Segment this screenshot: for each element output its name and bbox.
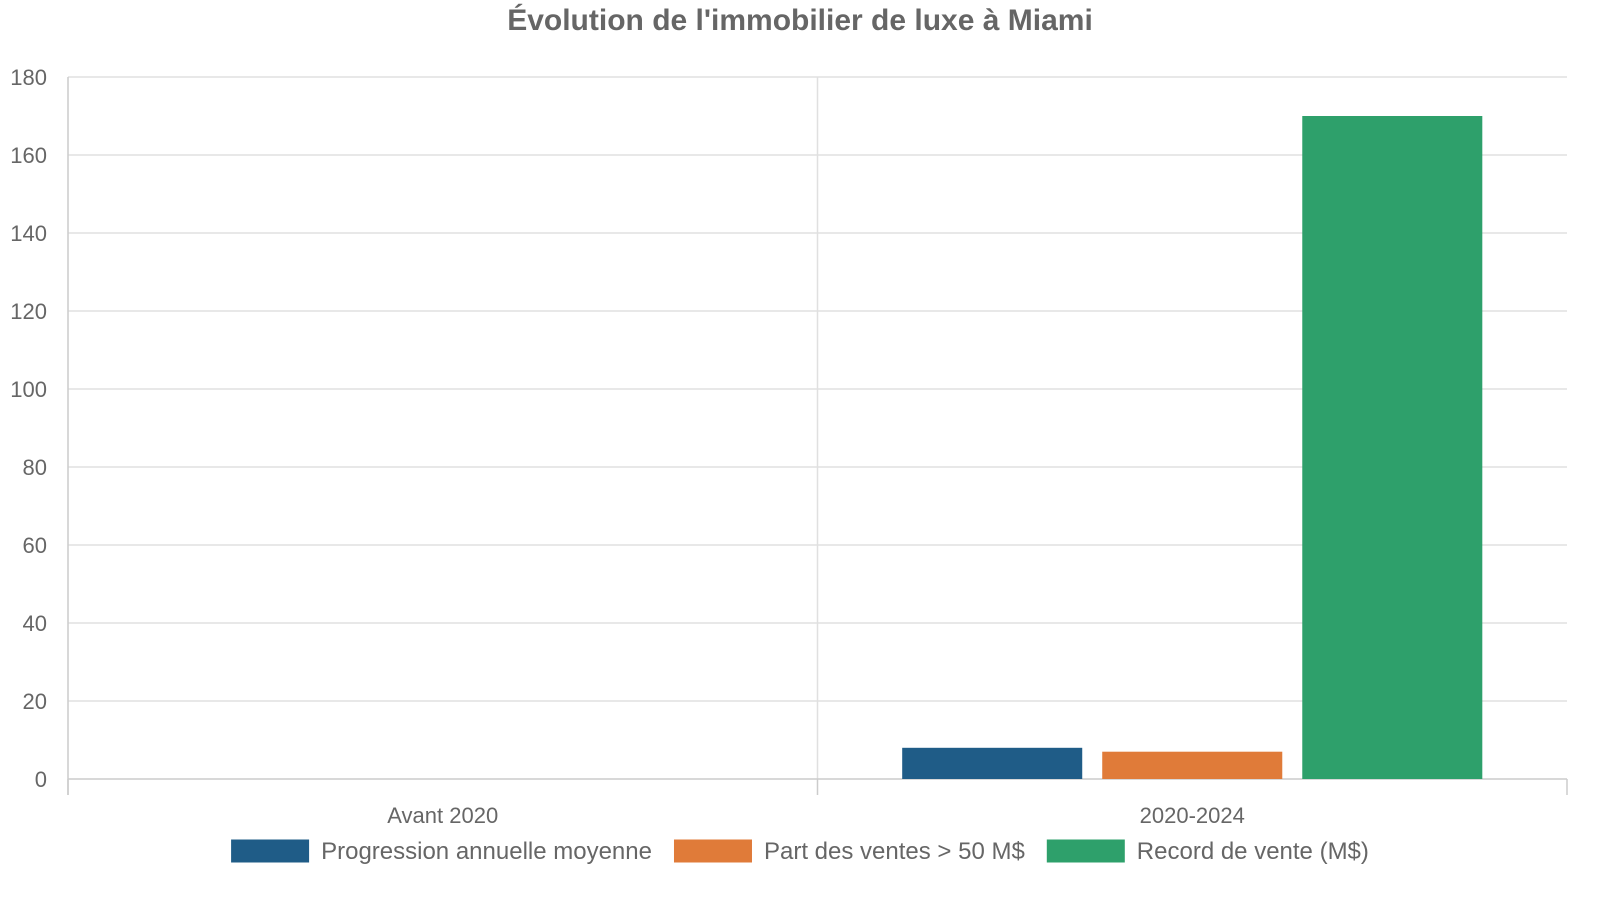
y-tick-label: 120 <box>10 299 47 324</box>
y-tick-label: 180 <box>10 65 47 90</box>
legend-label: Progression annuelle moyenne <box>321 838 652 865</box>
y-tick-label: 40 <box>23 611 47 636</box>
bar <box>1302 116 1483 779</box>
bar <box>902 747 1083 779</box>
y-tick-label: 140 <box>10 221 47 246</box>
y-tick-label: 160 <box>10 143 47 168</box>
y-tick-label: 0 <box>35 767 47 792</box>
legend-swatch <box>231 839 310 863</box>
chart-title: Évolution de l'immobilier de luxe à Miam… <box>507 3 1093 37</box>
y-tick-label: 80 <box>23 455 47 480</box>
y-axis-ticks: 0 20 40 60 80 100 120 140 160 180 <box>10 65 47 792</box>
legend-swatch <box>673 839 752 863</box>
x-axis-ticks: Avant 2020 2020-2024 <box>387 803 1245 828</box>
legend: Progression annuelle moyenne Part des ven… <box>231 838 1369 865</box>
y-tick-label: 100 <box>10 377 47 402</box>
y-tick-label: 60 <box>23 533 47 558</box>
legend-label: Record de vente (M$) <box>1137 838 1369 865</box>
bar <box>1102 751 1283 779</box>
y-tick-label: 20 <box>23 689 47 714</box>
legend-swatch <box>1046 839 1125 863</box>
x-tick-label: Avant 2020 <box>387 803 498 828</box>
legend-label: Part des ventes > 50 M$ <box>764 838 1025 865</box>
bars <box>902 116 1483 779</box>
grid <box>68 76 1567 779</box>
x-tick-label: 2020-2024 <box>1140 803 1245 828</box>
